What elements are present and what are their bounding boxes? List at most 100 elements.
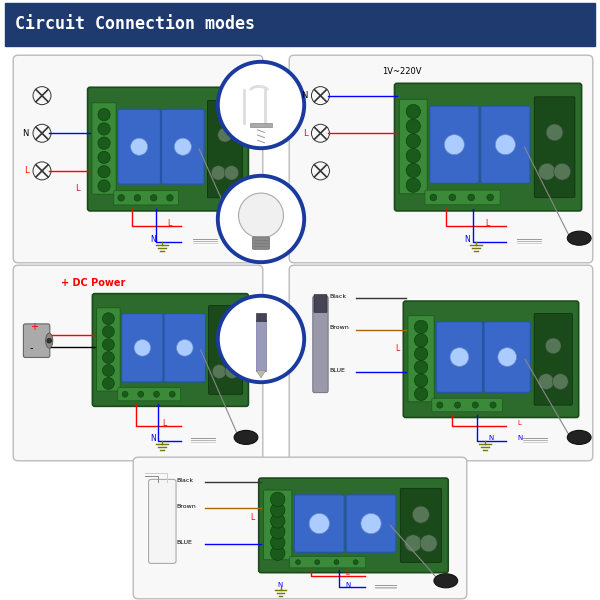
Text: N: N xyxy=(150,434,156,443)
Circle shape xyxy=(406,104,421,119)
Circle shape xyxy=(415,361,428,374)
FancyBboxPatch shape xyxy=(295,495,344,552)
Circle shape xyxy=(98,137,110,149)
Circle shape xyxy=(406,134,421,148)
Circle shape xyxy=(138,391,144,397)
Circle shape xyxy=(174,138,191,155)
FancyBboxPatch shape xyxy=(430,106,479,183)
FancyBboxPatch shape xyxy=(481,106,530,183)
Circle shape xyxy=(472,402,478,408)
FancyBboxPatch shape xyxy=(92,293,248,406)
Text: L: L xyxy=(302,129,307,138)
FancyBboxPatch shape xyxy=(289,55,593,263)
Circle shape xyxy=(176,340,193,356)
Text: N: N xyxy=(464,235,470,244)
Text: L: L xyxy=(346,570,349,576)
Circle shape xyxy=(553,374,568,389)
Circle shape xyxy=(151,194,157,201)
Circle shape xyxy=(415,347,428,361)
FancyBboxPatch shape xyxy=(346,495,396,552)
FancyBboxPatch shape xyxy=(534,97,575,197)
Circle shape xyxy=(334,560,339,565)
FancyBboxPatch shape xyxy=(92,103,116,194)
Circle shape xyxy=(430,194,437,201)
Circle shape xyxy=(103,377,115,389)
FancyBboxPatch shape xyxy=(133,457,467,599)
FancyBboxPatch shape xyxy=(253,237,269,250)
Text: N: N xyxy=(150,235,156,244)
Text: L: L xyxy=(167,219,171,228)
Circle shape xyxy=(98,151,110,164)
Circle shape xyxy=(98,123,110,135)
FancyBboxPatch shape xyxy=(263,490,292,560)
Circle shape xyxy=(225,365,239,379)
Circle shape xyxy=(554,163,571,180)
Circle shape xyxy=(271,514,285,528)
Circle shape xyxy=(404,535,422,552)
FancyBboxPatch shape xyxy=(5,3,595,46)
Text: L: L xyxy=(250,513,254,522)
Circle shape xyxy=(353,560,358,565)
FancyBboxPatch shape xyxy=(114,191,179,205)
Circle shape xyxy=(103,326,115,338)
Circle shape xyxy=(212,365,226,379)
Circle shape xyxy=(271,503,285,517)
Circle shape xyxy=(546,124,563,141)
Circle shape xyxy=(496,134,515,155)
FancyBboxPatch shape xyxy=(534,313,572,405)
FancyBboxPatch shape xyxy=(209,305,242,394)
Circle shape xyxy=(406,163,421,178)
Circle shape xyxy=(406,178,421,193)
Circle shape xyxy=(415,320,428,334)
FancyBboxPatch shape xyxy=(256,313,266,321)
Ellipse shape xyxy=(568,231,591,245)
FancyBboxPatch shape xyxy=(313,296,328,393)
Text: -: - xyxy=(30,343,34,353)
Circle shape xyxy=(98,166,110,178)
Circle shape xyxy=(103,338,115,350)
Text: Black: Black xyxy=(176,478,194,483)
FancyBboxPatch shape xyxy=(149,479,176,563)
Text: Brown: Brown xyxy=(329,325,349,330)
Circle shape xyxy=(415,374,428,387)
Circle shape xyxy=(296,560,301,565)
Circle shape xyxy=(98,180,110,192)
Circle shape xyxy=(131,138,148,155)
Circle shape xyxy=(361,514,381,534)
FancyBboxPatch shape xyxy=(436,322,482,392)
Circle shape xyxy=(454,402,461,408)
Circle shape xyxy=(415,387,428,401)
Text: N: N xyxy=(277,582,283,588)
FancyBboxPatch shape xyxy=(395,83,581,211)
Text: + DC Power: + DC Power xyxy=(61,278,125,288)
FancyBboxPatch shape xyxy=(314,295,327,313)
Circle shape xyxy=(218,128,232,142)
FancyBboxPatch shape xyxy=(161,109,204,184)
Text: L: L xyxy=(24,166,29,175)
Circle shape xyxy=(487,194,494,201)
Ellipse shape xyxy=(568,430,591,445)
Circle shape xyxy=(134,194,141,201)
Circle shape xyxy=(538,374,554,389)
Text: N: N xyxy=(517,435,523,441)
Text: +: + xyxy=(30,322,38,332)
Circle shape xyxy=(444,134,464,155)
FancyBboxPatch shape xyxy=(13,55,263,263)
FancyBboxPatch shape xyxy=(408,316,434,402)
Circle shape xyxy=(154,391,160,397)
Circle shape xyxy=(103,352,115,364)
Circle shape xyxy=(167,194,173,201)
Circle shape xyxy=(271,546,285,560)
Circle shape xyxy=(498,347,517,367)
Circle shape xyxy=(47,338,52,343)
Circle shape xyxy=(406,119,421,133)
FancyBboxPatch shape xyxy=(403,301,578,418)
Circle shape xyxy=(315,560,320,565)
Text: N: N xyxy=(346,582,350,588)
FancyBboxPatch shape xyxy=(259,478,448,572)
Circle shape xyxy=(218,330,233,344)
Circle shape xyxy=(103,313,115,325)
Circle shape xyxy=(134,340,151,356)
FancyBboxPatch shape xyxy=(88,87,248,211)
FancyBboxPatch shape xyxy=(289,556,366,568)
